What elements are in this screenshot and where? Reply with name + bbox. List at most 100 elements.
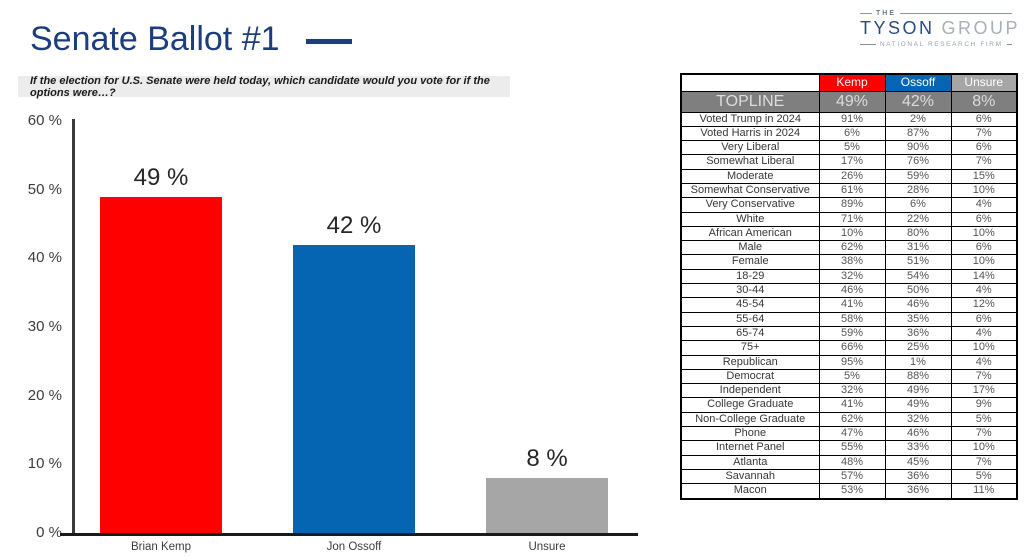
cell-value: 91%	[818, 111, 886, 127]
cell-value: 7%	[950, 368, 1018, 385]
row-label: 55-64	[680, 311, 820, 327]
cell-value: 35%	[884, 311, 952, 327]
row-label: 65-74	[680, 325, 820, 342]
title-dash-line	[305, 39, 352, 44]
table-row: Phone 47% 46% 7%	[680, 426, 1018, 442]
x-axis	[60, 533, 638, 536]
cell-value: 7%	[950, 454, 1018, 470]
cell-value: 55%	[818, 440, 886, 456]
cell-value: 7%	[950, 154, 1018, 170]
logo-top-rule: THE	[860, 10, 1012, 17]
y-tick-label: 10 %	[27, 455, 62, 473]
cell-value: 9%	[950, 397, 1018, 413]
cell-value: 4%	[950, 354, 1018, 370]
row-label: Internet Panel	[680, 440, 820, 456]
logo-the-text: THE	[876, 10, 896, 17]
cell-value: 10%	[950, 340, 1018, 356]
cell-value: 14%	[950, 268, 1018, 285]
table-row: Male 62% 31% 6%	[680, 240, 1018, 256]
table-row: 30-44 46% 50% 4%	[680, 283, 1018, 299]
cell-value: 28%	[884, 182, 952, 199]
table-row: Democrat 5% 88% 7%	[680, 368, 1018, 385]
cell-value: 47%	[818, 426, 886, 442]
row-label: Democrat	[680, 368, 820, 385]
table-row: Non-College Graduate 62% 32% 5%	[680, 411, 1018, 428]
topline-ossoff-value: 42%	[884, 90, 952, 113]
question-bar: If the election for U.S. Senate were hel…	[18, 74, 510, 99]
row-label: Somewhat Conservative	[680, 182, 820, 199]
row-label: White	[680, 211, 820, 227]
cell-value: 10%	[950, 225, 1018, 242]
cell-value: 49%	[884, 383, 952, 399]
bar-brian-kemp	[100, 196, 222, 533]
cell-value: 95%	[818, 354, 886, 370]
row-label: Very Liberal	[680, 140, 820, 156]
y-tick-label: 0 %	[36, 524, 62, 541]
cell-value: 46%	[884, 426, 952, 442]
survey-question: If the election for U.S. Senate were hel…	[30, 74, 490, 99]
table-row: Independent 32% 49% 17%	[680, 383, 1018, 399]
cell-value: 36%	[884, 468, 952, 485]
cell-value: 17%	[818, 154, 886, 170]
header-unsure: Unsure	[950, 73, 1018, 92]
cell-value: 17%	[950, 383, 1018, 399]
cell-value: 46%	[818, 283, 886, 299]
cell-value: 33%	[884, 440, 952, 456]
row-label: Voted Trump in 2024	[680, 111, 820, 127]
row-label: 75+	[680, 340, 820, 356]
category-label-unsure: Unsure	[528, 541, 566, 553]
cell-value: 10%	[818, 225, 886, 242]
table-row: 75+ 66% 25% 10%	[680, 340, 1018, 356]
table-row: Female 38% 51% 10%	[680, 254, 1018, 270]
y-tick-label: 30 %	[27, 318, 62, 335]
row-label: Female	[680, 254, 820, 270]
logo-wordmark: TYSON GROUP	[860, 18, 1018, 39]
cell-value: 41%	[818, 397, 886, 413]
cell-value: 59%	[818, 325, 886, 342]
table-row: Republican 95% 1% 4%	[680, 354, 1018, 370]
y-tick-label: 60 %	[27, 112, 62, 129]
bar-group-unsure: 8 %	[486, 121, 608, 533]
cell-value: 10%	[950, 254, 1018, 270]
cell-value: 62%	[818, 240, 886, 256]
logo-bottom-rule: NATIONAL RESEARCH FIRM	[860, 41, 1012, 48]
category-label-brian-kemp: Brian Kemp	[130, 541, 192, 553]
table-row: 45-54 41% 46% 12%	[680, 297, 1018, 313]
table-row: Atlanta 48% 45% 7%	[680, 454, 1018, 470]
y-axis	[72, 119, 75, 536]
row-label: African American	[680, 225, 820, 242]
topline-label: TOPLINE	[680, 90, 820, 113]
cell-value: 5%	[950, 468, 1018, 485]
cell-value: 4%	[950, 283, 1018, 299]
cell-value: 4%	[950, 197, 1018, 213]
crosstab-table: Kemp Ossoff Unsure TOPLINE 49% 42% 8% Vo…	[680, 73, 1018, 500]
cell-value: 5%	[950, 411, 1018, 428]
bar-value-label-unsure: 8 %	[526, 445, 568, 473]
table-row: Very Conservative 89% 6% 4%	[680, 197, 1018, 213]
cell-value: 45%	[884, 454, 952, 470]
table-row: 55-64 58% 35% 6%	[680, 311, 1018, 327]
table-row: Macon 53% 36% 11%	[680, 483, 1018, 500]
cell-value: 90%	[884, 140, 952, 156]
cell-value: 36%	[884, 325, 952, 342]
cell-value: 7%	[950, 125, 1018, 142]
bar-group-jon-ossoff: 42 %	[293, 121, 415, 533]
table-row: Internet Panel 55% 33% 10%	[680, 440, 1018, 456]
cell-value: 59%	[884, 168, 952, 184]
cell-value: 80%	[884, 225, 952, 242]
bar-value-label-kemp: 49 %	[133, 163, 189, 191]
row-label: Phone	[680, 426, 820, 442]
bar-unsure	[486, 478, 608, 533]
logo-group-text: GROUP	[941, 18, 1021, 38]
cell-value: 31%	[884, 240, 952, 256]
bar-value-label-ossoff: 42 %	[326, 211, 382, 239]
cell-value: 25%	[884, 340, 952, 356]
cell-value: 7%	[950, 426, 1018, 442]
table-row: Savannah 57% 36% 5%	[680, 468, 1018, 485]
row-label: Voted Harris in 2024	[680, 125, 820, 142]
page-title: Senate Ballot #1	[30, 20, 280, 58]
cell-value: 57%	[818, 468, 886, 485]
row-label: 45-54	[680, 297, 820, 313]
cell-value: 22%	[884, 211, 952, 227]
